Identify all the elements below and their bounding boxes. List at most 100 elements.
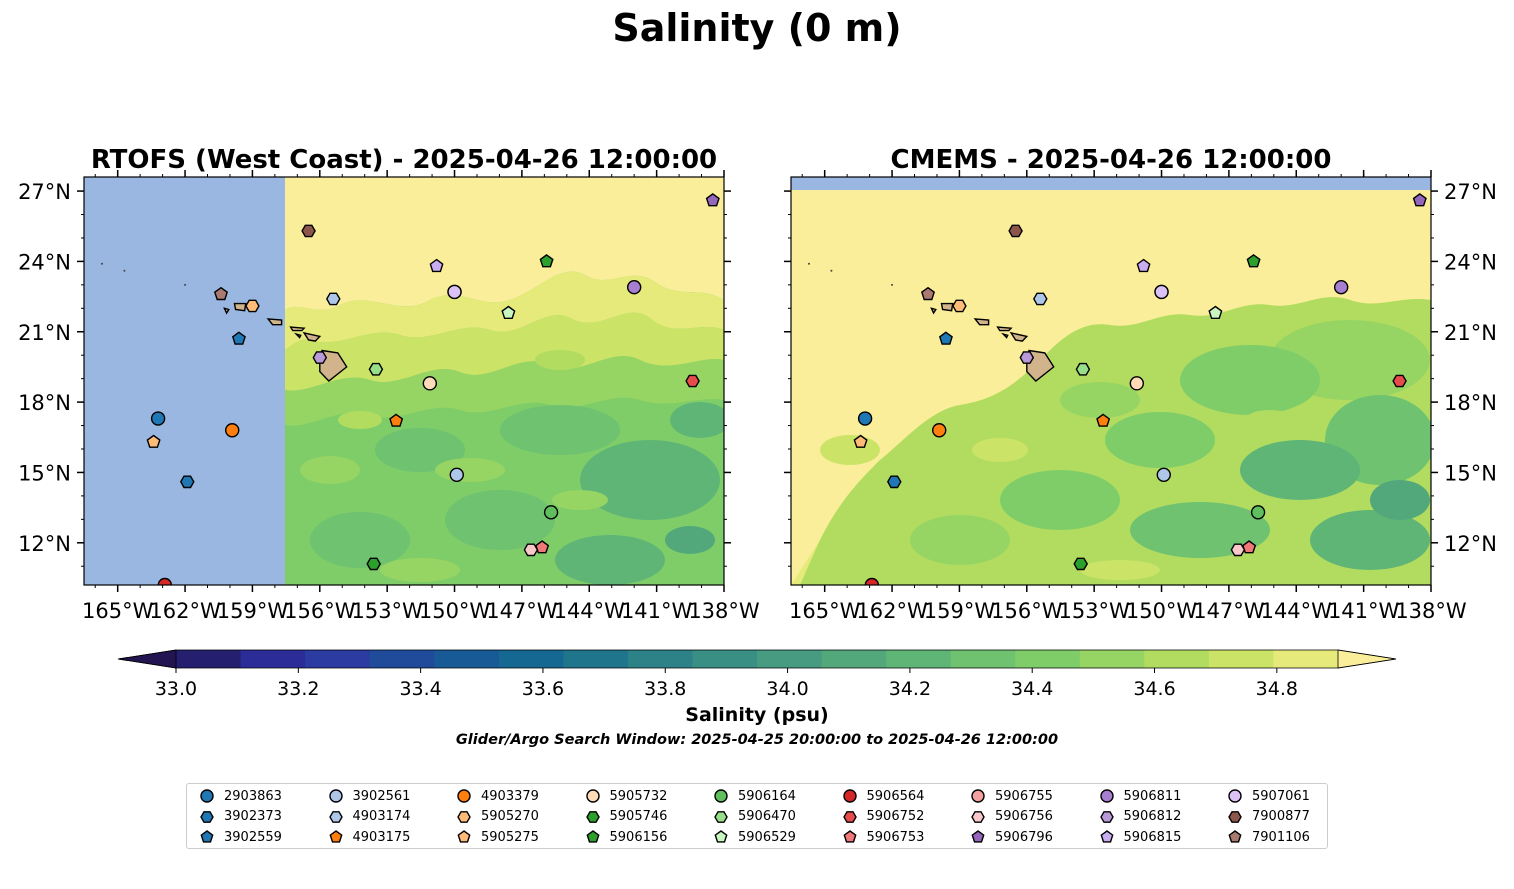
legend-label: 3902559 (224, 829, 282, 845)
y-tick-label: 21°N (1444, 321, 1497, 345)
colorbar-cell (1208, 650, 1274, 668)
colorbar-cell (757, 650, 823, 668)
legend-label: 4903175 (352, 829, 411, 845)
y-tick-label: 15°N (18, 461, 71, 485)
y-tick-label: 21°N (18, 321, 71, 345)
legend-marker-5906156 (585, 830, 600, 843)
legend-item-5906755: 5906755 (970, 786, 1053, 806)
legend-marker-icon (1228, 830, 1242, 843)
legend-marker-3902373 (200, 810, 214, 823)
legend-marker-icon (842, 810, 857, 823)
float-marker-4903174 (1032, 292, 1048, 306)
float-marker-5906753 (535, 540, 550, 554)
legend-marker-icon (1228, 789, 1242, 803)
colorbar-cell (1144, 650, 1210, 668)
y-tick-label: 15°N (1444, 461, 1497, 485)
y-tick-label: 24°N (1444, 250, 1497, 274)
y-tick-label: 27°N (18, 180, 71, 204)
float-marker-4903379 (225, 423, 240, 438)
legend-item-5906815: 5906815 (1099, 827, 1181, 847)
x-tick-label: 138°W (1395, 599, 1467, 623)
legend-item-5905732: 5905732 (585, 786, 667, 806)
legend-item-2903863: 2903863 (199, 786, 282, 806)
maui-island (302, 331, 322, 342)
legend-label: 5906164 (738, 788, 796, 804)
x-tick-label: 147°W (486, 599, 558, 623)
x-tick-label: 156°W (991, 599, 1063, 623)
molokai-island (996, 326, 1013, 332)
islet-2 (891, 283, 894, 286)
legend-label: 5906796 (995, 829, 1053, 845)
map-panel-cmems: 165°W162°W159°W156°W153°W150°W147°W144°W… (784, 170, 1497, 623)
legend-marker-icon (714, 810, 728, 823)
legend-marker-icon (457, 830, 471, 843)
float-marker-5905746 (1073, 557, 1089, 571)
colorbar-tick-label: 34.0 (766, 678, 808, 700)
legend-marker-5906812 (1099, 810, 1114, 823)
x-tick-label: 156°W (284, 599, 356, 623)
x-tick-label: 138°W (688, 599, 760, 623)
float-marker-5906811 (626, 280, 642, 295)
legend-label: 5906470 (738, 809, 796, 824)
legend-marker-icon (457, 789, 471, 803)
legend-item-5906811: 5906811 (1099, 786, 1181, 806)
legend-label: 5906156 (609, 829, 668, 845)
float-marker-3902373 (886, 475, 902, 489)
x-tick-label: 147°W (1193, 599, 1265, 623)
legend-marker-icon (842, 830, 857, 843)
legend-marker-3902559 (200, 830, 214, 843)
colorbar-cell (1273, 650, 1339, 668)
x-tick-label: 159°W (217, 599, 289, 623)
legend-marker-5906753 (842, 830, 857, 843)
legend-label: 4903379 (481, 788, 539, 804)
float-marker-3902559 (231, 331, 246, 345)
legend-item-5906756: 5906756 (970, 807, 1053, 827)
legend-item-3902373: 3902373 (199, 807, 282, 827)
colorbar-cell (434, 650, 500, 668)
map-panel-rtofs: 165°W162°W159°W156°W153°W150°W147°W144°W… (18, 170, 760, 623)
legend-label: 3902561 (352, 788, 411, 804)
colorbar-cell (1015, 650, 1081, 668)
legend-marker-5905746 (585, 810, 600, 823)
legend-marker-5907061 (1228, 789, 1242, 803)
legend-marker-5905275 (457, 830, 471, 843)
colorbar-tick-label: 33.0 (155, 678, 197, 700)
colorbar-cell (176, 650, 242, 668)
colorbar-cell (369, 650, 435, 668)
float-marker-5905270 (952, 299, 967, 313)
legend-marker-3902561 (328, 789, 343, 803)
float-marker-3902559 (938, 331, 953, 345)
y-tick-label: 12°N (1444, 532, 1497, 556)
y-tick-label: 18°N (1444, 391, 1497, 415)
float-marker-5905732 (1129, 376, 1145, 391)
float-marker-3902561 (1156, 467, 1171, 482)
legend-item-5906529: 5906529 (713, 827, 796, 847)
float-marker-5906470 (1075, 362, 1091, 376)
oahu-island (973, 318, 990, 326)
niihau-island (930, 307, 937, 315)
kauai-island (940, 302, 954, 312)
colorbar-cell (627, 650, 693, 668)
islet-0 (807, 262, 810, 265)
x-tick-label: 165°W (789, 599, 861, 623)
panel-title-rtofs: RTOFS (West Coast) - 2025-04-26 12:00:00 (91, 145, 717, 175)
legend-marker-5906756 (971, 810, 985, 823)
legend-marker-icon (1228, 810, 1242, 823)
y-tick-label: 24°N (18, 250, 71, 274)
legend-marker-5906564 (842, 789, 857, 803)
colorbar-label: Salinity (psu) (685, 704, 829, 726)
legend-item-4903175: 4903175 (328, 827, 411, 847)
legend-label: 7900877 (1252, 809, 1310, 824)
legend-marker-icon (714, 830, 728, 843)
y-tick-label: 27°N (1444, 180, 1497, 204)
x-tick-label: 162°W (856, 599, 928, 623)
legend-marker-5906815 (1099, 830, 1114, 843)
legend-marker-5906796 (971, 830, 985, 843)
float-marker-5906564 (864, 577, 880, 585)
colorbar-cell (498, 650, 564, 668)
x-tick-label: 162°W (149, 599, 221, 623)
islet-1 (123, 269, 126, 272)
legend-item-4903174: 4903174 (328, 807, 410, 827)
legend-marker-icon (585, 830, 600, 843)
legend-marker-icon (200, 830, 214, 843)
